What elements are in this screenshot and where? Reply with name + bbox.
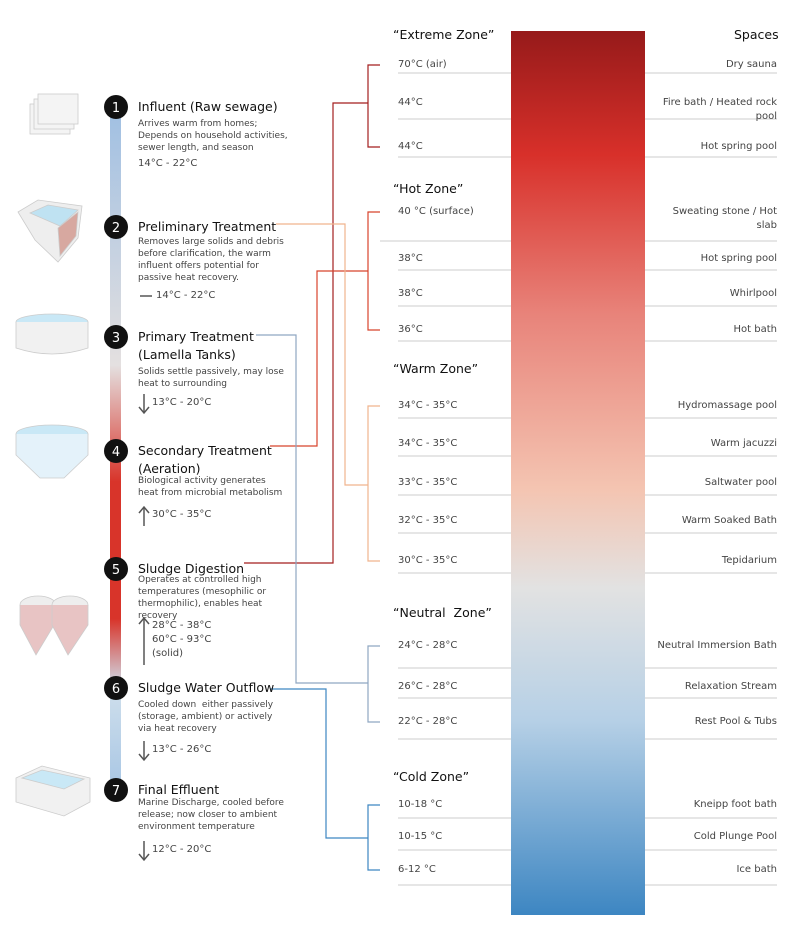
zone-temperature: 30°C - 35°C xyxy=(398,555,458,566)
zone-temperature: 34°C - 35°C xyxy=(398,400,458,411)
space-name: Fire bath / Heated rock pool xyxy=(662,97,777,122)
stage-description: Biological activity generates heat from … xyxy=(138,476,283,498)
stage-temperature: 13°C - 20°C xyxy=(152,397,212,408)
stage-number: 5 xyxy=(112,563,120,578)
stage-number: 4 xyxy=(112,445,120,460)
down-arrow-head xyxy=(138,853,150,862)
stage-temperature: 60°C - 93°C xyxy=(152,634,212,645)
zone-title: “Hot Zone” xyxy=(393,181,464,196)
space-name: Cold Plunge Pool xyxy=(693,831,777,842)
zone-title: “Warm Zone” xyxy=(393,361,479,376)
stage-title: Primary Treatment (Lamella Tanks) xyxy=(138,329,258,362)
space-name: Saltwater pool xyxy=(704,477,777,488)
zone-temperature: 10-18 °C xyxy=(398,799,443,810)
stage-temperature: 30°C - 35°C xyxy=(152,509,212,520)
zone-title: “Cold Zone” xyxy=(393,769,470,784)
stage-number: 1 xyxy=(112,101,120,116)
zone-temperature: 38°C xyxy=(398,253,423,264)
stage-title: Preliminary Treatment xyxy=(138,219,277,234)
zone-title: “Extreme Zone” xyxy=(393,27,495,42)
zone-temperature: 22°C - 28°C xyxy=(398,716,458,727)
zone-temperature: 32°C - 35°C xyxy=(398,515,458,526)
stage-title: Sludge Water Outflow xyxy=(138,680,275,695)
stage-temperature: (solid) xyxy=(152,648,184,659)
stage-markers: 1 2 3 4 5 6 7 xyxy=(104,95,152,862)
stage-number-circle xyxy=(104,439,128,463)
down-arrow-head xyxy=(138,406,150,415)
stage-temperature: 28°C - 38°C xyxy=(152,620,212,631)
stage-number: 3 xyxy=(112,331,120,346)
stage-number: 7 xyxy=(112,784,120,799)
space-name: Hot spring pool xyxy=(700,141,777,152)
stage-description: Operates at controlled high temperatures… xyxy=(138,575,269,621)
zone-temperature: 10-15 °C xyxy=(398,831,443,842)
stage-title: Secondary Treatment (Aeration) xyxy=(138,443,276,476)
space-name: Hot spring pool xyxy=(700,253,777,264)
zone-temperature: 24°C - 28°C xyxy=(398,640,458,651)
stage-description: Removes large solids and debris before c… xyxy=(138,237,287,283)
down-arrow-head xyxy=(138,753,150,762)
zone-temperature: 34°C - 35°C xyxy=(398,438,458,449)
stage-description: Arrives warm from homes; Depends on hous… xyxy=(138,119,291,153)
space-name: Whirlpool xyxy=(729,288,777,299)
zone-temperature: 6-12 °C xyxy=(398,864,436,875)
stage-description: Solids settle passively, may lose heat t… xyxy=(138,367,287,389)
stage-temperature: 13°C - 26°C xyxy=(152,744,212,755)
stage-title: Influent (Raw sewage) xyxy=(138,99,278,114)
zone-temperature: 38°C xyxy=(398,288,423,299)
space-name: Hot bath xyxy=(733,324,777,335)
stage-number-circle xyxy=(104,215,128,239)
space-name: Hydromassage pool xyxy=(677,400,777,411)
icons xyxy=(15,93,91,817)
stage-temperature: 14°C - 22°C xyxy=(138,158,198,169)
space-name: Ice bath xyxy=(736,864,777,875)
zone-temperature: 26°C - 28°C xyxy=(398,681,458,692)
stage-number: 2 xyxy=(112,221,120,236)
zone-temperature: 70°C (air) xyxy=(398,59,447,70)
zone-title: “Neutral Zone” xyxy=(393,605,492,620)
space-name: Warm Soaked Bath xyxy=(681,515,777,526)
stage-number: 6 xyxy=(112,682,120,697)
stage-number-circle xyxy=(104,95,128,119)
space-name: Kneipp foot bath xyxy=(693,799,777,810)
zone-temperature: 40 °C (surface) xyxy=(398,206,474,217)
zone-temperature: 44°C xyxy=(398,141,423,152)
stage-number-circle xyxy=(104,557,128,581)
stage-temperature: 14°C - 22°C xyxy=(156,290,216,301)
stage-description: Marine Discharge, cooled before release;… xyxy=(138,798,287,832)
zone-temperature: 33°C - 35°C xyxy=(398,477,458,488)
space-name: Relaxation Stream xyxy=(684,681,777,692)
space-name: Rest Pool & Tubs xyxy=(694,716,777,727)
stage-description: Cooled down either passively (storage, a… xyxy=(138,700,276,734)
space-name: Dry sauna xyxy=(725,59,777,70)
space-name: Sweating stone / Hot slab xyxy=(672,206,777,231)
space-name: Tepidarium xyxy=(721,555,777,566)
zone-temperature: 44°C xyxy=(398,97,423,108)
stage-number-circle xyxy=(104,778,128,802)
zone-temperature: 36°C xyxy=(398,324,423,335)
up-arrow-head xyxy=(138,616,150,625)
stage-temperature: 12°C - 20°C xyxy=(152,844,212,855)
stage-number-circle xyxy=(104,325,128,349)
temperature-bar xyxy=(511,31,645,915)
space-name: Warm jacuzzi xyxy=(710,438,777,449)
stage-title: Sludge Digestion xyxy=(138,561,245,576)
spaces-header: Spaces xyxy=(734,27,779,42)
space-name: Neutral Immersion Bath xyxy=(657,640,777,651)
stage-number-circle xyxy=(104,676,128,700)
up-arrow-head xyxy=(138,505,150,514)
connectors xyxy=(244,64,380,871)
stage-title: Final Effluent xyxy=(138,782,220,797)
